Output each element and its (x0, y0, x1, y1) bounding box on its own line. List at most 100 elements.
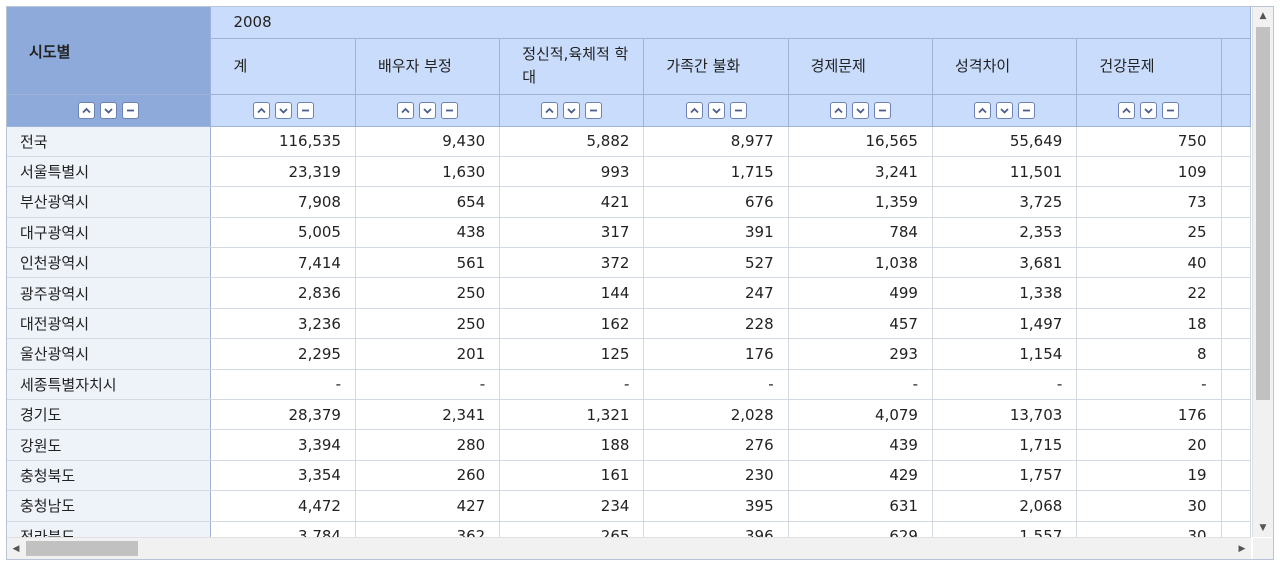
table-row[interactable]: 강원도 3,394 280 188 276 439 1,715 20 (7, 429, 1251, 461)
column-sort-controls (211, 101, 355, 119)
table-cell: 2,068 (932, 490, 1078, 522)
table-cell: 22 (1076, 277, 1222, 309)
table-row[interactable]: 서울특별시 23,319 1,630 993 1,715 3,241 11,501 109 (7, 156, 1251, 188)
table-cell: - (788, 369, 933, 401)
column-controls (355, 94, 501, 127)
collapse-minus-icon[interactable] (729, 101, 747, 119)
table-cell: 1,038 (788, 247, 933, 279)
table-cell: 28,379 (210, 399, 356, 431)
table-cell: 1,154 (932, 338, 1078, 370)
table-cell-overflow (1221, 186, 1251, 218)
collapse-minus-icon[interactable] (441, 101, 459, 119)
column-header[interactable]: 경제문제 (788, 38, 933, 95)
row-header: 부산광역시 (7, 186, 212, 218)
column-sort-controls (356, 101, 499, 119)
collapse-minus-icon[interactable] (296, 101, 314, 119)
table-cell: 7,414 (210, 247, 356, 279)
expand-down-icon[interactable] (419, 101, 437, 119)
table-cell: 25 (1076, 217, 1222, 249)
expand-up-icon[interactable] (829, 101, 847, 119)
table-cell: 1,715 (643, 156, 789, 188)
expand-up-icon[interactable] (1118, 101, 1136, 119)
table-row[interactable]: 충청북도 3,354 260 161 230 429 1,757 19 (7, 460, 1251, 492)
collapse-minus-icon[interactable] (585, 101, 603, 119)
expand-down-icon[interactable] (563, 101, 581, 119)
column-header[interactable]: 정신적,육체적 학대 (499, 38, 645, 95)
table-cell: 250 (355, 308, 501, 340)
vertical-scrollbar[interactable]: ▲ ▼ (1252, 7, 1273, 537)
scroll-left-icon[interactable]: ◀ (12, 543, 20, 554)
table-row[interactable]: 울산광역시 2,295 201 125 176 293 1,154 8 (7, 338, 1251, 370)
scroll-up-icon[interactable]: ▲ (1259, 11, 1267, 21)
column-header-label: 계 (233, 56, 248, 75)
table-cell: 11,501 (932, 156, 1078, 188)
table-cell: 395 (643, 490, 789, 522)
table-cell: 2,028 (643, 399, 789, 431)
year-header: 2008 (210, 7, 1251, 39)
expand-down-icon[interactable] (1140, 101, 1158, 119)
collapse-minus-icon[interactable] (873, 101, 891, 119)
expand-up-icon[interactable] (252, 101, 270, 119)
column-controls (499, 94, 645, 127)
table-cell: 439 (788, 429, 933, 461)
table-cell-overflow (1221, 460, 1251, 492)
table-row[interactable]: 경기도 28,379 2,341 1,321 2,028 4,079 13,703 176 (7, 399, 1251, 431)
table-cell-overflow (1221, 521, 1251, 537)
collapse-minus-icon[interactable] (122, 101, 140, 119)
table-cell-overflow (1221, 429, 1251, 461)
collapse-minus-icon[interactable] (1162, 101, 1180, 119)
table-cell: 144 (499, 277, 645, 309)
column-controls (788, 94, 933, 127)
expand-down-icon[interactable] (851, 101, 869, 119)
table-cell: 317 (499, 217, 645, 249)
table-cell: - (1076, 369, 1222, 401)
scroll-right-icon[interactable]: ▶ (1238, 543, 1246, 554)
table-cell-overflow (1221, 490, 1251, 522)
table-cell: 9,430 (355, 126, 501, 157)
column-header[interactable]: 건강문제 (1076, 38, 1222, 95)
table-cell: 421 (499, 186, 645, 218)
scrollbar-corner (1253, 538, 1273, 559)
column-header[interactable]: 가족간 불화 (643, 38, 789, 95)
table-cell: - (355, 369, 501, 401)
column-header[interactable]: 계 (210, 38, 356, 95)
expand-down-icon[interactable] (100, 101, 118, 119)
horizontal-scroll-thumb[interactable] (26, 541, 138, 556)
expand-down-icon[interactable] (996, 101, 1014, 119)
table-row[interactable]: 대전광역시 3,236 250 162 228 457 1,497 18 (7, 308, 1251, 340)
column-sort-controls (644, 101, 787, 119)
column-header[interactable]: 배우자 부정 (355, 38, 501, 95)
table-cell: 3,394 (210, 429, 356, 461)
table-row[interactable]: 전국 116,535 9,430 5,882 8,977 16,565 55,649 750 (7, 126, 1251, 157)
table-row[interactable]: 전라북도 3,784 362 265 396 629 1,557 30 (7, 521, 1251, 537)
table-cell: - (643, 369, 789, 401)
table-row[interactable]: 충청남도 4,472 427 234 395 631 2,068 30 (7, 490, 1251, 522)
vertical-scroll-thumb[interactable] (1256, 27, 1270, 400)
table-cell: 109 (1076, 156, 1222, 188)
row-header: 전라북도 (7, 521, 212, 537)
column-header[interactable]: 성격차이 (932, 38, 1078, 95)
expand-up-icon[interactable] (397, 101, 415, 119)
table-row[interactable]: 광주광역시 2,836 250 144 247 499 1,338 22 (7, 277, 1251, 309)
table-row[interactable]: 인천광역시 7,414 561 372 527 1,038 3,681 40 (7, 247, 1251, 279)
expand-up-icon[interactable] (685, 101, 703, 119)
expand-up-icon[interactable] (541, 101, 559, 119)
table-cell: 125 (499, 338, 645, 370)
table-cell: 499 (788, 277, 933, 309)
table-cell-overflow (1221, 399, 1251, 431)
pivot-table: 시도별 2008 계 배우자 부정 정신적,육체적 학대 가족간 불화 경제문제 성격차이… (7, 7, 1251, 537)
table-row[interactable]: 세종특별자치시 - - - - - - - (7, 369, 1251, 401)
column-controls (210, 94, 356, 127)
column-header-label: 성격차이 (954, 56, 1011, 75)
table-cell: 3,354 (210, 460, 356, 492)
horizontal-scrollbar[interactable]: ◀ ▶ (7, 537, 1251, 559)
scroll-down-icon[interactable]: ▼ (1259, 523, 1267, 533)
table-row[interactable]: 대구광역시 5,005 438 317 391 784 2,353 25 (7, 217, 1251, 249)
expand-down-icon[interactable] (274, 101, 292, 119)
expand-down-icon[interactable] (707, 101, 725, 119)
expand-up-icon[interactable] (974, 101, 992, 119)
table-row[interactable]: 부산광역시 7,908 654 421 676 1,359 3,725 73 (7, 186, 1251, 218)
collapse-minus-icon[interactable] (1018, 101, 1036, 119)
expand-up-icon[interactable] (78, 101, 96, 119)
column-controls-overflow (1221, 94, 1251, 127)
